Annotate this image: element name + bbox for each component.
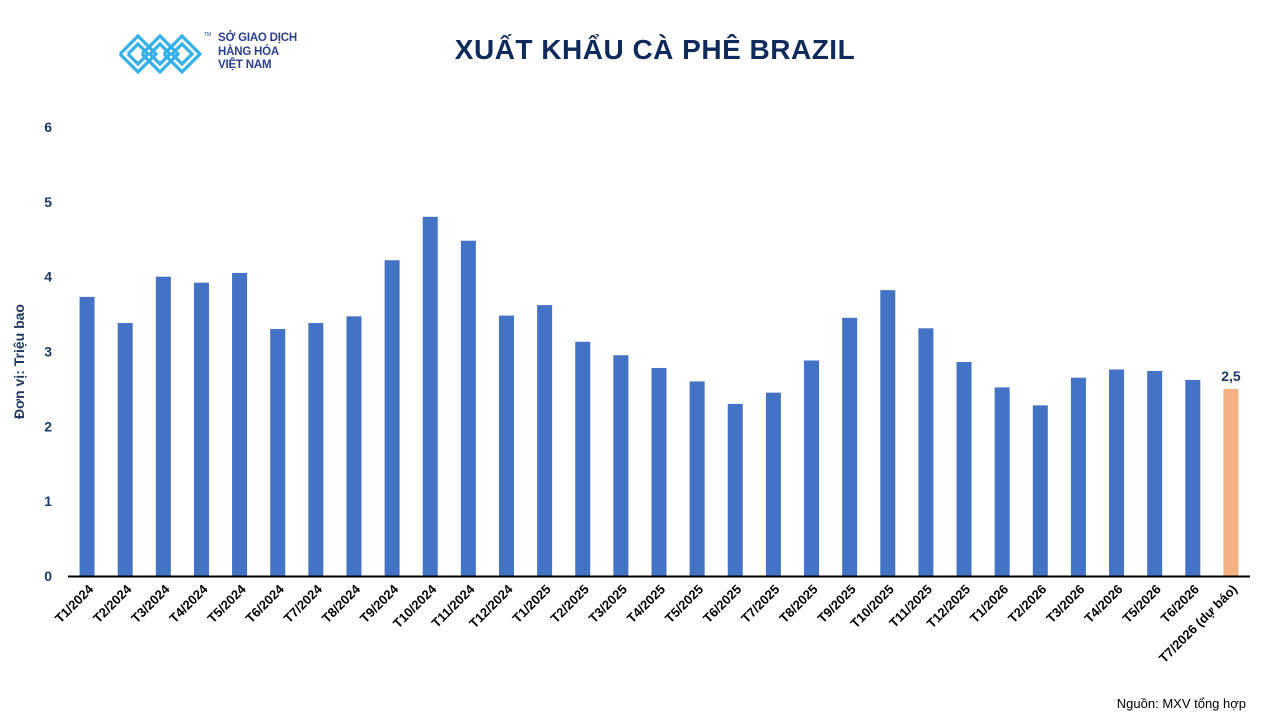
data-bar [727,403,743,576]
data-bar [270,329,286,576]
data-bar [804,360,820,576]
logo-line-2: HÀNG HÓA [218,45,280,58]
forecast-bar [1223,388,1239,576]
x-tick-label: T1/2025 [509,582,553,626]
data-bar [308,323,324,576]
data-bar [1070,377,1086,576]
data-bar [575,341,591,576]
x-tick-label: T1/2026 [967,582,1011,626]
x-tick-label: T6/2024 [242,581,287,626]
x-tick-label: T4/2026 [1081,582,1125,626]
logo-line-1: SỞ GIAO DỊCH [218,32,297,44]
y-tick-label: 1 [44,493,52,509]
data-bar [1109,369,1125,576]
y-tick-label: 4 [44,269,52,285]
y-tick-label: 0 [44,568,52,584]
data-label: 2,5 [1221,368,1241,384]
source-note: Nguồn: MXV tổng hợp [1116,696,1246,711]
x-tick-label: T4/2024 [166,581,211,626]
x-tick-label: T3/2024 [128,581,173,626]
data-bar [193,282,209,576]
x-tick-label: T2/2024 [90,581,135,626]
logo-text: SỞ GIAO DỊCH HÀNG HÓA VIỆT NAM [218,32,297,73]
data-bar [651,367,667,576]
data-bar [346,316,362,576]
logo-trademark: TM [204,32,212,38]
data-bar [498,315,514,576]
x-tick-label: T2/2026 [1005,582,1049,626]
data-bar [918,328,934,576]
x-tick-label: T1/2024 [52,581,97,626]
data-bar [880,290,896,576]
data-bar [232,272,248,576]
y-tick-label: 3 [44,344,52,360]
x-tick-label: T8/2024 [319,581,364,626]
data-bar [1032,405,1048,576]
company-logo: TM SỞ GIAO DỊCH HÀNG HÓA VIỆT NAM [118,30,318,76]
x-tick-label: T7/2024 [281,581,326,626]
x-tick-label: T5/2025 [662,582,706,626]
data-bar [842,317,858,576]
x-tick-label: T2/2025 [548,582,592,626]
x-tick-label: T3/2025 [586,582,630,626]
chart-title: XUẤT KHẨU CÀ PHÊ BRAZIL [454,34,856,65]
data-bar [994,387,1010,576]
data-bar [384,260,400,576]
data-bar [613,355,629,576]
data-bar [1147,370,1163,576]
data-bar [422,216,438,577]
x-tick-label: T6/2025 [700,582,744,626]
x-tick-label: T5/2024 [204,581,249,626]
x-tick-label: T3/2026 [1043,582,1087,626]
data-bar [79,296,95,576]
x-tick-label: T5/2026 [1119,582,1163,626]
x-tick-label: T8/2025 [776,582,820,626]
data-bar [155,276,171,576]
logo-line-3: VIỆT NAM [218,59,272,71]
logo-mark-icon [118,33,203,75]
y-axis-label: Đơn vị: Triệu bao [11,304,27,419]
data-bar [1185,379,1201,576]
data-bar [537,305,553,576]
x-tick-label: T4/2025 [624,582,668,626]
data-bar [117,323,133,576]
y-tick-label: 6 [44,119,52,135]
x-tick-label: T7/2025 [738,582,782,626]
data-bar [956,361,972,576]
data-bar [689,381,705,576]
y-tick-label: 5 [44,194,52,210]
data-bar [765,392,781,576]
data-bar [460,240,476,576]
y-tick-label: 2 [44,418,52,434]
